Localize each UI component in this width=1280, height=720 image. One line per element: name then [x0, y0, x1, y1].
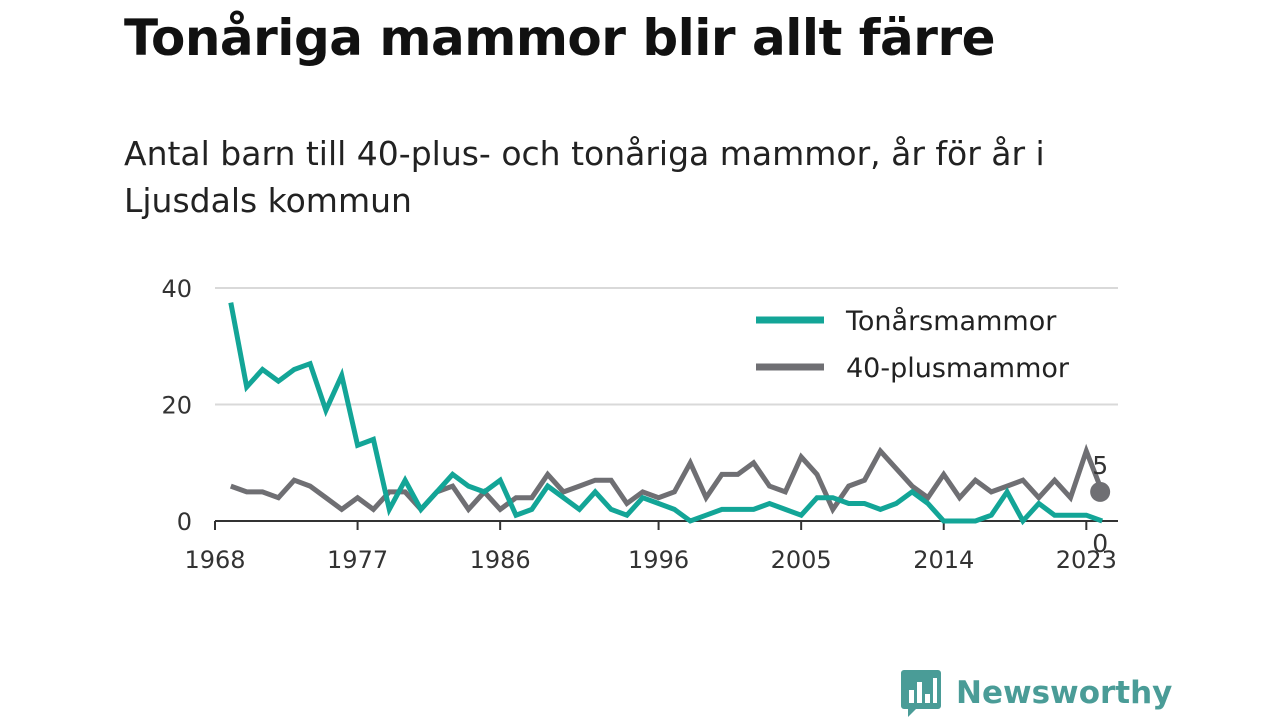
series-line-40-plusmammor — [229, 443, 1105, 515]
series-line-ton-rsmammor — [228, 302, 1104, 526]
bar-chart-speech-bubble-icon — [901, 670, 941, 717]
newsworthy-logo: Newsworthy — [900, 668, 1172, 718]
chart-title: Tonåriga mammor blir allt färre — [124, 9, 996, 67]
legend: Tonårsmammor 40-plusmammor — [756, 306, 1070, 384]
end-point-40-plusmammor — [1090, 481, 1111, 502]
x-tick-label: 1986 — [470, 546, 531, 574]
end-value-label-40-plusmammor: 5 — [1092, 451, 1108, 480]
legend-label-ton-rsmammor: Tonårsmammor — [845, 306, 1057, 337]
x-tick-label: 2023 — [1056, 546, 1117, 574]
axes: 0 20 40 1968 1977 1986 1996 2005 2014 2023 — [161, 275, 1118, 574]
x-tick-label: 1977 — [327, 546, 388, 574]
chart-subtitle: Antal barn till 40-plus- och tonåriga ma… — [124, 134, 1045, 220]
y-tick-label: 40 — [161, 275, 192, 303]
gridlines — [215, 287, 1118, 406]
legend-label-40-plusmammor: 40-plusmammor — [846, 353, 1070, 384]
x-tick-label: 1996 — [628, 546, 689, 574]
y-tick-label: 0 — [177, 508, 192, 536]
x-tick-label: 1968 — [184, 546, 245, 574]
series-lines: 05 — [228, 302, 1111, 558]
y-tick-label: 20 — [161, 392, 192, 420]
x-tick-label: 2014 — [913, 546, 974, 574]
end-value-label-ton-rsmammor: 0 — [1092, 529, 1108, 558]
x-tick-label: 2005 — [771, 546, 832, 574]
brand-name: Newsworthy — [956, 675, 1173, 711]
